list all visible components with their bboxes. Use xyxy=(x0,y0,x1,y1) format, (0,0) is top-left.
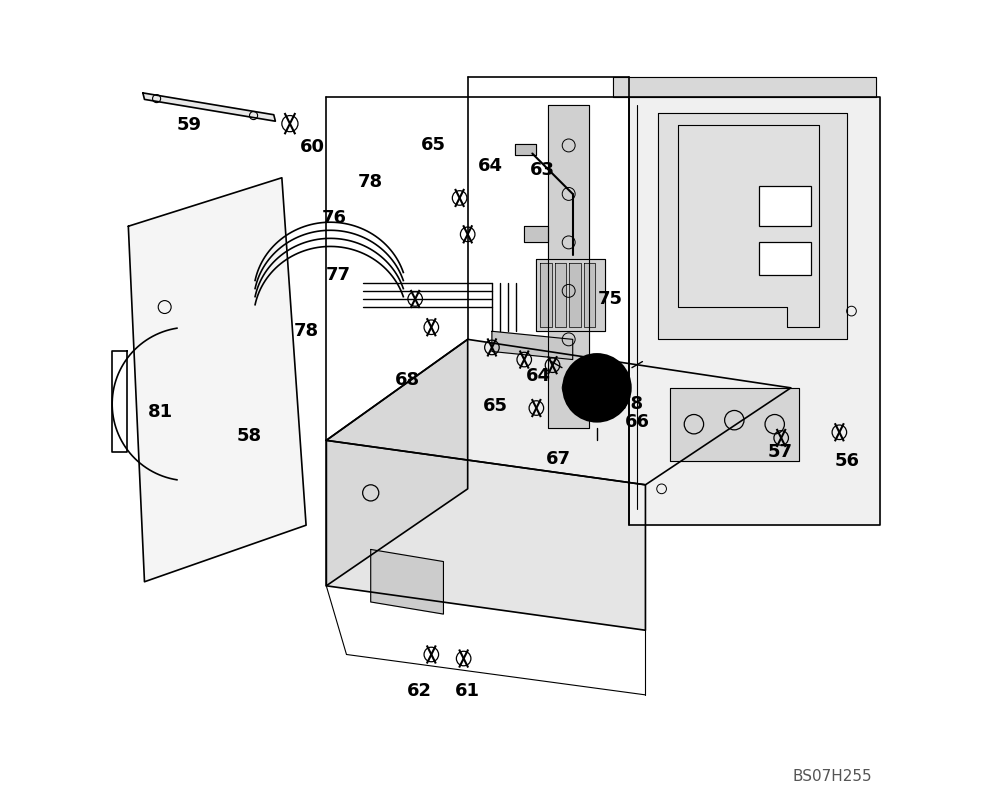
Polygon shape xyxy=(326,339,468,586)
Polygon shape xyxy=(569,263,581,327)
Text: 78: 78 xyxy=(294,322,319,340)
Text: 64: 64 xyxy=(526,367,551,385)
Polygon shape xyxy=(143,93,275,121)
Text: 67: 67 xyxy=(546,450,571,468)
Polygon shape xyxy=(536,259,605,331)
Text: 57: 57 xyxy=(768,444,793,461)
Circle shape xyxy=(590,381,603,394)
Text: 77: 77 xyxy=(326,266,351,284)
Text: BS07H255: BS07H255 xyxy=(792,768,872,784)
Text: 58: 58 xyxy=(237,427,262,445)
Polygon shape xyxy=(658,113,847,339)
Text: 59: 59 xyxy=(176,116,201,134)
Bar xyxy=(759,242,811,275)
Text: 80: 80 xyxy=(579,403,604,421)
Text: 75: 75 xyxy=(597,290,622,308)
Polygon shape xyxy=(96,0,904,808)
Text: 78: 78 xyxy=(619,395,644,413)
Polygon shape xyxy=(540,263,552,327)
Polygon shape xyxy=(613,77,876,97)
Text: 63: 63 xyxy=(530,161,555,179)
Text: 65: 65 xyxy=(483,398,508,415)
Polygon shape xyxy=(584,263,595,327)
Text: 81: 81 xyxy=(148,403,173,421)
Polygon shape xyxy=(629,97,880,525)
Circle shape xyxy=(563,354,631,422)
Text: 76: 76 xyxy=(322,209,347,227)
Polygon shape xyxy=(524,226,548,242)
Polygon shape xyxy=(515,144,536,155)
Polygon shape xyxy=(492,331,573,360)
Polygon shape xyxy=(548,105,589,428)
Polygon shape xyxy=(555,263,566,327)
Text: 64: 64 xyxy=(478,157,503,175)
Circle shape xyxy=(577,368,617,408)
Text: 61: 61 xyxy=(455,682,480,700)
Bar xyxy=(759,186,811,226)
Text: 65: 65 xyxy=(421,137,446,154)
Text: 78: 78 xyxy=(358,173,383,191)
Polygon shape xyxy=(670,388,799,461)
Text: 68: 68 xyxy=(395,371,420,389)
Polygon shape xyxy=(326,440,645,630)
Polygon shape xyxy=(371,549,443,614)
Text: 66: 66 xyxy=(625,413,650,431)
Polygon shape xyxy=(326,339,791,485)
Text: 60: 60 xyxy=(300,138,325,156)
Text: 62: 62 xyxy=(407,682,432,700)
Polygon shape xyxy=(128,178,306,582)
Text: 56: 56 xyxy=(835,452,860,469)
